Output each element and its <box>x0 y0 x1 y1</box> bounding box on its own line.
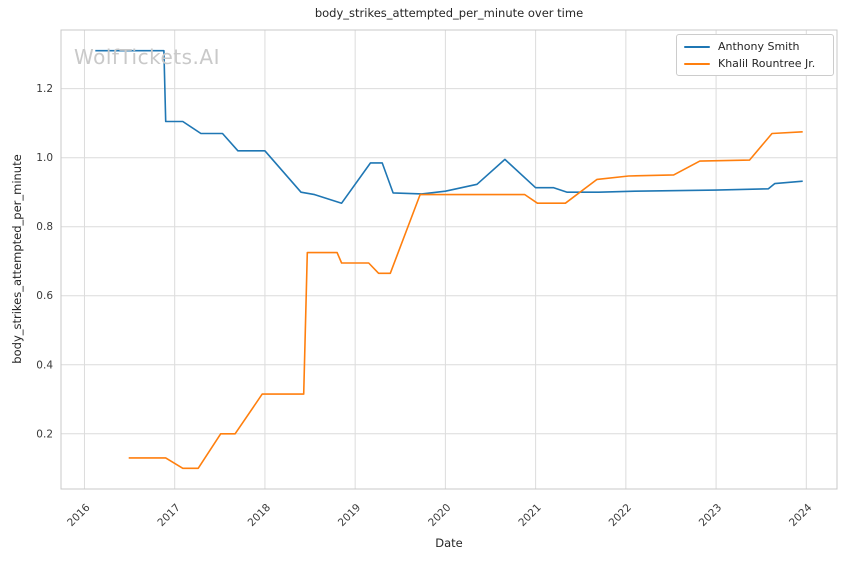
x-tick-label: 2024 <box>787 501 815 529</box>
x-tick-label: 2019 <box>336 502 363 529</box>
y-tick-label: 0.8 <box>36 221 53 233</box>
x-tick-label: 2020 <box>426 502 453 529</box>
x-tick-label: 2018 <box>246 502 273 529</box>
y-tick-label: 1.0 <box>36 152 53 164</box>
y-tick-label: 0.6 <box>36 290 53 302</box>
x-tick-label: 2023 <box>697 502 724 529</box>
legend-line-swatch-orange <box>684 62 710 65</box>
x-tick-label: 2016 <box>65 501 93 529</box>
x-tick-label: 2017 <box>155 502 182 529</box>
series-line-anthony-smith <box>95 49 803 204</box>
legend-item-khalil-rountree-jr: Khalil Rountree Jr. <box>684 57 827 70</box>
chart-title: body_strikes_attempted_per_minute over t… <box>314 6 584 20</box>
x-tick-label: 2021 <box>516 502 543 529</box>
plot-border <box>60 29 838 490</box>
y-tick-label: 1.2 <box>36 83 53 95</box>
legend-item-anthony-smith: Anthony Smith <box>684 40 827 53</box>
x-axis-label: Date <box>435 536 463 550</box>
y-tick-label: 0.4 <box>36 359 53 371</box>
legend-label: Khalil Rountree Jr. <box>718 57 816 70</box>
x-tick-label: 2022 <box>607 502 634 529</box>
y-axis-label: body_strikes_attempted_per_minute <box>10 154 24 364</box>
y-tick-label: 0.2 <box>36 428 53 440</box>
series-line-khalil-rountree-jr- <box>128 131 803 470</box>
legend-label: Anthony Smith <box>718 40 800 53</box>
watermark: WolfTickets.AI <box>74 45 220 69</box>
legend-line-swatch-blue <box>684 45 710 48</box>
legend: Anthony Smith Khalil Rountree Jr. <box>676 34 834 76</box>
